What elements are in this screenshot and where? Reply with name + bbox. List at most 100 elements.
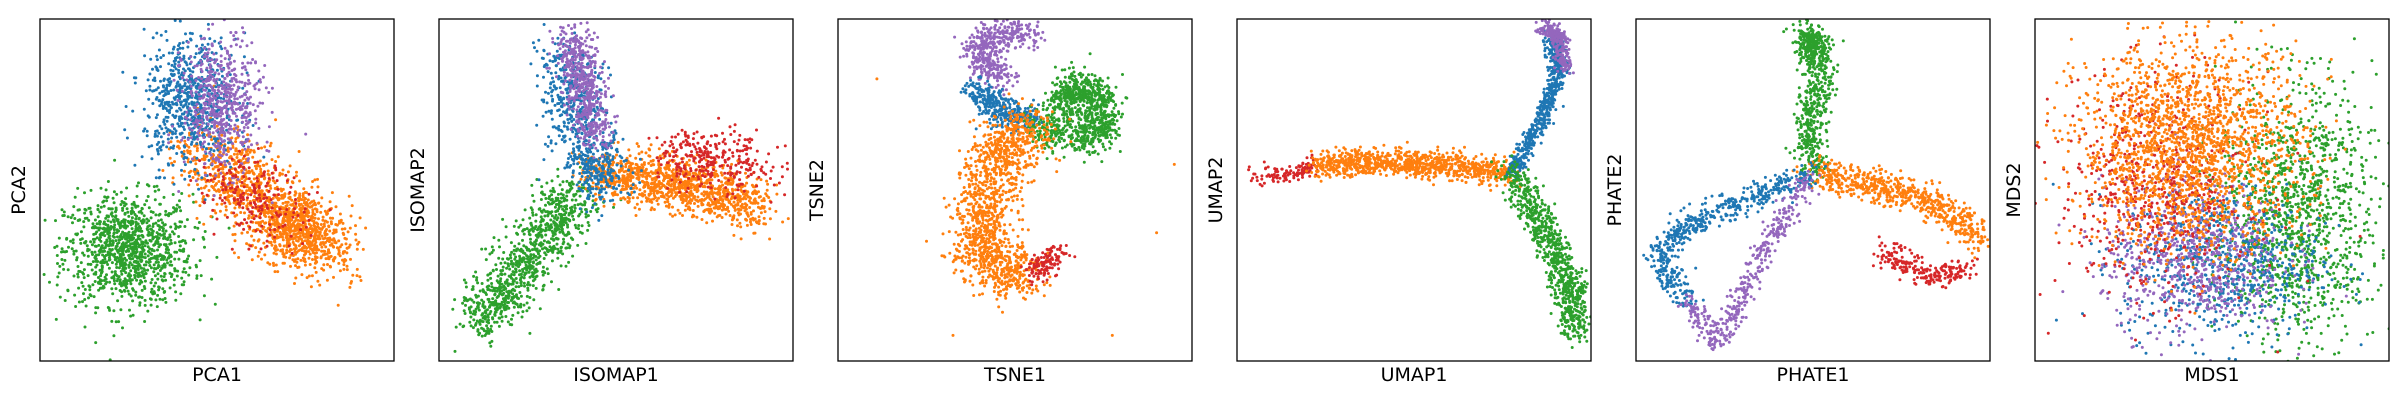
scatter-point	[165, 130, 169, 133]
scatter-point	[105, 260, 109, 264]
scatter-point	[249, 95, 252, 99]
scatter-point	[235, 114, 238, 118]
scatter-point	[525, 248, 529, 252]
scatter-point	[118, 238, 122, 242]
scatter-point	[301, 221, 305, 225]
scatter-point	[97, 228, 101, 232]
scatter-point	[58, 264, 62, 268]
scatter-point	[518, 269, 522, 273]
scatter-point	[532, 260, 535, 264]
scatter-point	[284, 173, 288, 177]
scatter-point	[263, 64, 267, 67]
scatter-point	[211, 75, 215, 79]
scatter-point	[90, 243, 94, 247]
scatter-point	[180, 173, 184, 177]
scatter-point	[201, 121, 205, 125]
scatter-point	[179, 292, 183, 296]
scatter-point	[504, 235, 508, 239]
scatter-point	[180, 86, 184, 90]
scatter-point	[487, 331, 491, 335]
scatter-point	[307, 245, 311, 249]
scatter-point	[300, 206, 304, 210]
scatter-point	[480, 334, 484, 338]
scatter-point	[131, 313, 135, 317]
scatter-point	[337, 252, 341, 256]
scatter-point	[219, 171, 223, 175]
scatter-point	[250, 169, 254, 173]
scatter-point	[65, 250, 69, 253]
scatter-point	[236, 88, 240, 92]
scatter-point	[259, 247, 263, 251]
scatter-point	[544, 197, 548, 200]
scatter-point	[549, 189, 553, 193]
scatter-point	[123, 128, 127, 132]
scatter-point	[519, 223, 523, 227]
scatter-point	[491, 303, 495, 307]
scatter-point	[477, 308, 481, 312]
scatter-point	[236, 185, 239, 189]
scatter-point	[32, 238, 35, 241]
scatter-point	[475, 295, 478, 299]
scatter-point	[178, 106, 181, 110]
scatter-point	[552, 238, 556, 242]
scatter-point	[140, 229, 144, 233]
scatter-point	[526, 283, 529, 287]
scatter-point	[199, 84, 203, 87]
scatter-point	[260, 191, 264, 195]
scatter-point	[201, 142, 205, 146]
scatter-point	[498, 291, 502, 295]
scatter-point	[255, 197, 259, 201]
scatter-point	[147, 145, 151, 149]
scatter-point	[145, 241, 148, 245]
scatter-point	[345, 251, 349, 255]
scatter-point	[518, 254, 522, 258]
scatter-point	[282, 261, 286, 265]
scatter-point	[573, 223, 577, 227]
scatter-point	[212, 104, 216, 108]
scatter-point	[318, 283, 322, 287]
scatter-point	[211, 167, 215, 171]
scatter-point	[173, 160, 176, 164]
scatter-point	[96, 276, 100, 279]
scatter-point	[553, 232, 557, 236]
scatter-point	[189, 38, 193, 42]
scatter-point	[571, 214, 575, 218]
scatter-point	[225, 153, 229, 157]
scatter-point	[157, 48, 161, 52]
scatter-point	[60, 247, 64, 251]
scatter-point	[520, 275, 524, 279]
scatter-point	[207, 27, 211, 31]
scatter-point	[316, 185, 320, 189]
scatter-point	[215, 104, 219, 108]
scatter-point	[288, 256, 292, 260]
scatter-point	[133, 264, 137, 268]
scatter-point	[580, 224, 584, 228]
scatter-point	[130, 263, 134, 267]
scatter-point	[291, 202, 295, 206]
scatter-point	[315, 237, 319, 241]
scatter-point	[119, 190, 123, 194]
scatter-point	[152, 267, 156, 270]
scatter-point	[135, 247, 139, 251]
scatter-point	[249, 148, 253, 152]
scatter-point	[123, 221, 127, 225]
scatter-point	[232, 201, 236, 205]
scatter-point	[251, 103, 255, 107]
scatter-point	[303, 235, 307, 239]
scatter-point	[77, 300, 81, 304]
scatter-point	[510, 317, 513, 321]
scatter-point	[480, 247, 484, 251]
scatter-point	[197, 119, 201, 123]
scatter-point	[106, 219, 110, 223]
scatter-point	[276, 270, 280, 274]
scatter-point	[163, 272, 167, 275]
scatter-point	[72, 252, 76, 256]
scatter-point	[76, 208, 80, 212]
scatter-point	[305, 191, 308, 195]
scatter-point	[487, 284, 491, 288]
scatter-point	[306, 235, 309, 239]
scatter-point	[298, 192, 302, 196]
scatter-point	[183, 82, 187, 85]
scatter-point	[181, 125, 185, 129]
scatter-point	[55, 254, 59, 257]
